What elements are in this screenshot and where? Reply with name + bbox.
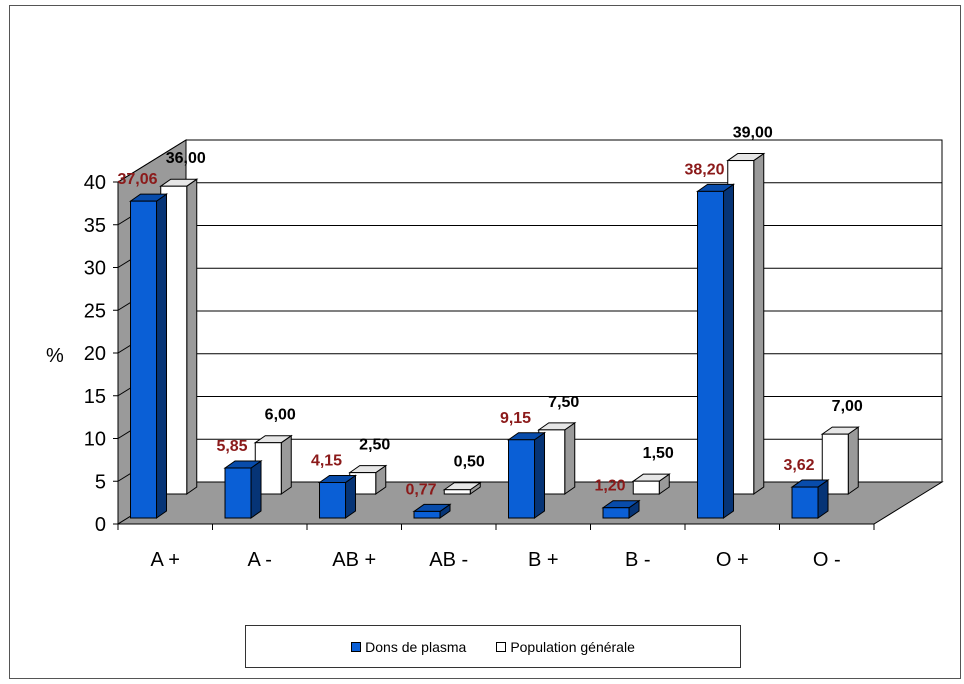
legend-label-series-1: Dons de plasma: [365, 638, 467, 655]
gridline-side: [117, 139, 187, 183]
data-label-series-2: 6,00: [265, 407, 296, 424]
x-tick-label: A +: [151, 549, 180, 571]
y-tick-label: 0: [95, 514, 106, 536]
data-label-series-1: 1,20: [594, 478, 625, 495]
data-label-series-1: 4,15: [311, 453, 342, 470]
y-tick-label: 25: [84, 300, 106, 322]
legend-swatch-white: [496, 641, 507, 652]
y-axis-title: %: [46, 345, 64, 367]
legend: Dons de plasma Population générale: [245, 625, 741, 668]
x-tick-label: AB +: [332, 549, 376, 571]
y-tick-label: 15: [84, 386, 106, 408]
bar-series-2-side: [280, 434, 292, 495]
data-label-series-1: 0,77: [405, 481, 436, 498]
data-label-series-2: 36,00: [166, 150, 206, 167]
bar-series-2-side: [753, 152, 765, 495]
bar-series-2-side: [564, 421, 576, 495]
bar-series-1-side: [534, 431, 546, 519]
bar-series-1: [508, 439, 536, 519]
bar-series-1-side: [156, 193, 168, 519]
x-tick-label: O -: [813, 549, 841, 571]
bar-series-1: [224, 467, 252, 519]
data-label-series-2: 39,00: [733, 125, 773, 142]
bar-series-2: [632, 480, 660, 495]
y-tick-label: 5: [95, 471, 106, 493]
data-label-series-2: 7,00: [832, 398, 863, 415]
legend-item-series-2: Population générale: [496, 639, 635, 655]
y-tick-label: 35: [84, 215, 106, 237]
data-label-series-1: 5,85: [216, 438, 247, 455]
bar-series-1: [791, 486, 819, 519]
bar-series-1: [697, 190, 725, 519]
y-tick-label: 20: [84, 343, 106, 365]
bar-series-1: [319, 482, 347, 519]
data-label-series-2: 7,50: [548, 394, 579, 411]
bar-series-1: [130, 200, 158, 519]
data-label-series-2: 1,50: [643, 445, 674, 462]
bar-series-1-side: [723, 183, 735, 519]
y-tick-label: 30: [84, 258, 106, 280]
data-label-series-1: 37,06: [117, 171, 157, 188]
bar-series-2: [443, 489, 471, 495]
bar-series-2-side: [186, 178, 198, 495]
bar-series-1: [413, 510, 441, 519]
bar-series-1: [602, 507, 630, 519]
x-tick-label: B -: [625, 549, 651, 571]
data-label-series-1: 9,15: [500, 410, 531, 427]
data-label-series-1: 3,62: [783, 457, 814, 474]
data-label-series-2: 2,50: [359, 437, 390, 454]
x-tick-label: O +: [716, 549, 749, 571]
x-tick-label: B +: [528, 549, 559, 571]
data-label-series-2: 0,50: [454, 454, 485, 471]
x-tick-label: A -: [248, 549, 272, 571]
legend-item-series-1: Dons de plasma: [351, 639, 466, 655]
data-label-series-1: 38,20: [684, 161, 724, 178]
bar-series-2-side: [847, 426, 859, 495]
y-tick-label: 10: [84, 429, 106, 451]
y-tick-label: 40: [84, 172, 106, 194]
legend-label-series-2: Population générale: [510, 638, 635, 655]
legend-swatch-blue: [351, 641, 362, 652]
bar-series-1-side: [250, 460, 262, 519]
x-tick-label: AB -: [429, 549, 468, 571]
